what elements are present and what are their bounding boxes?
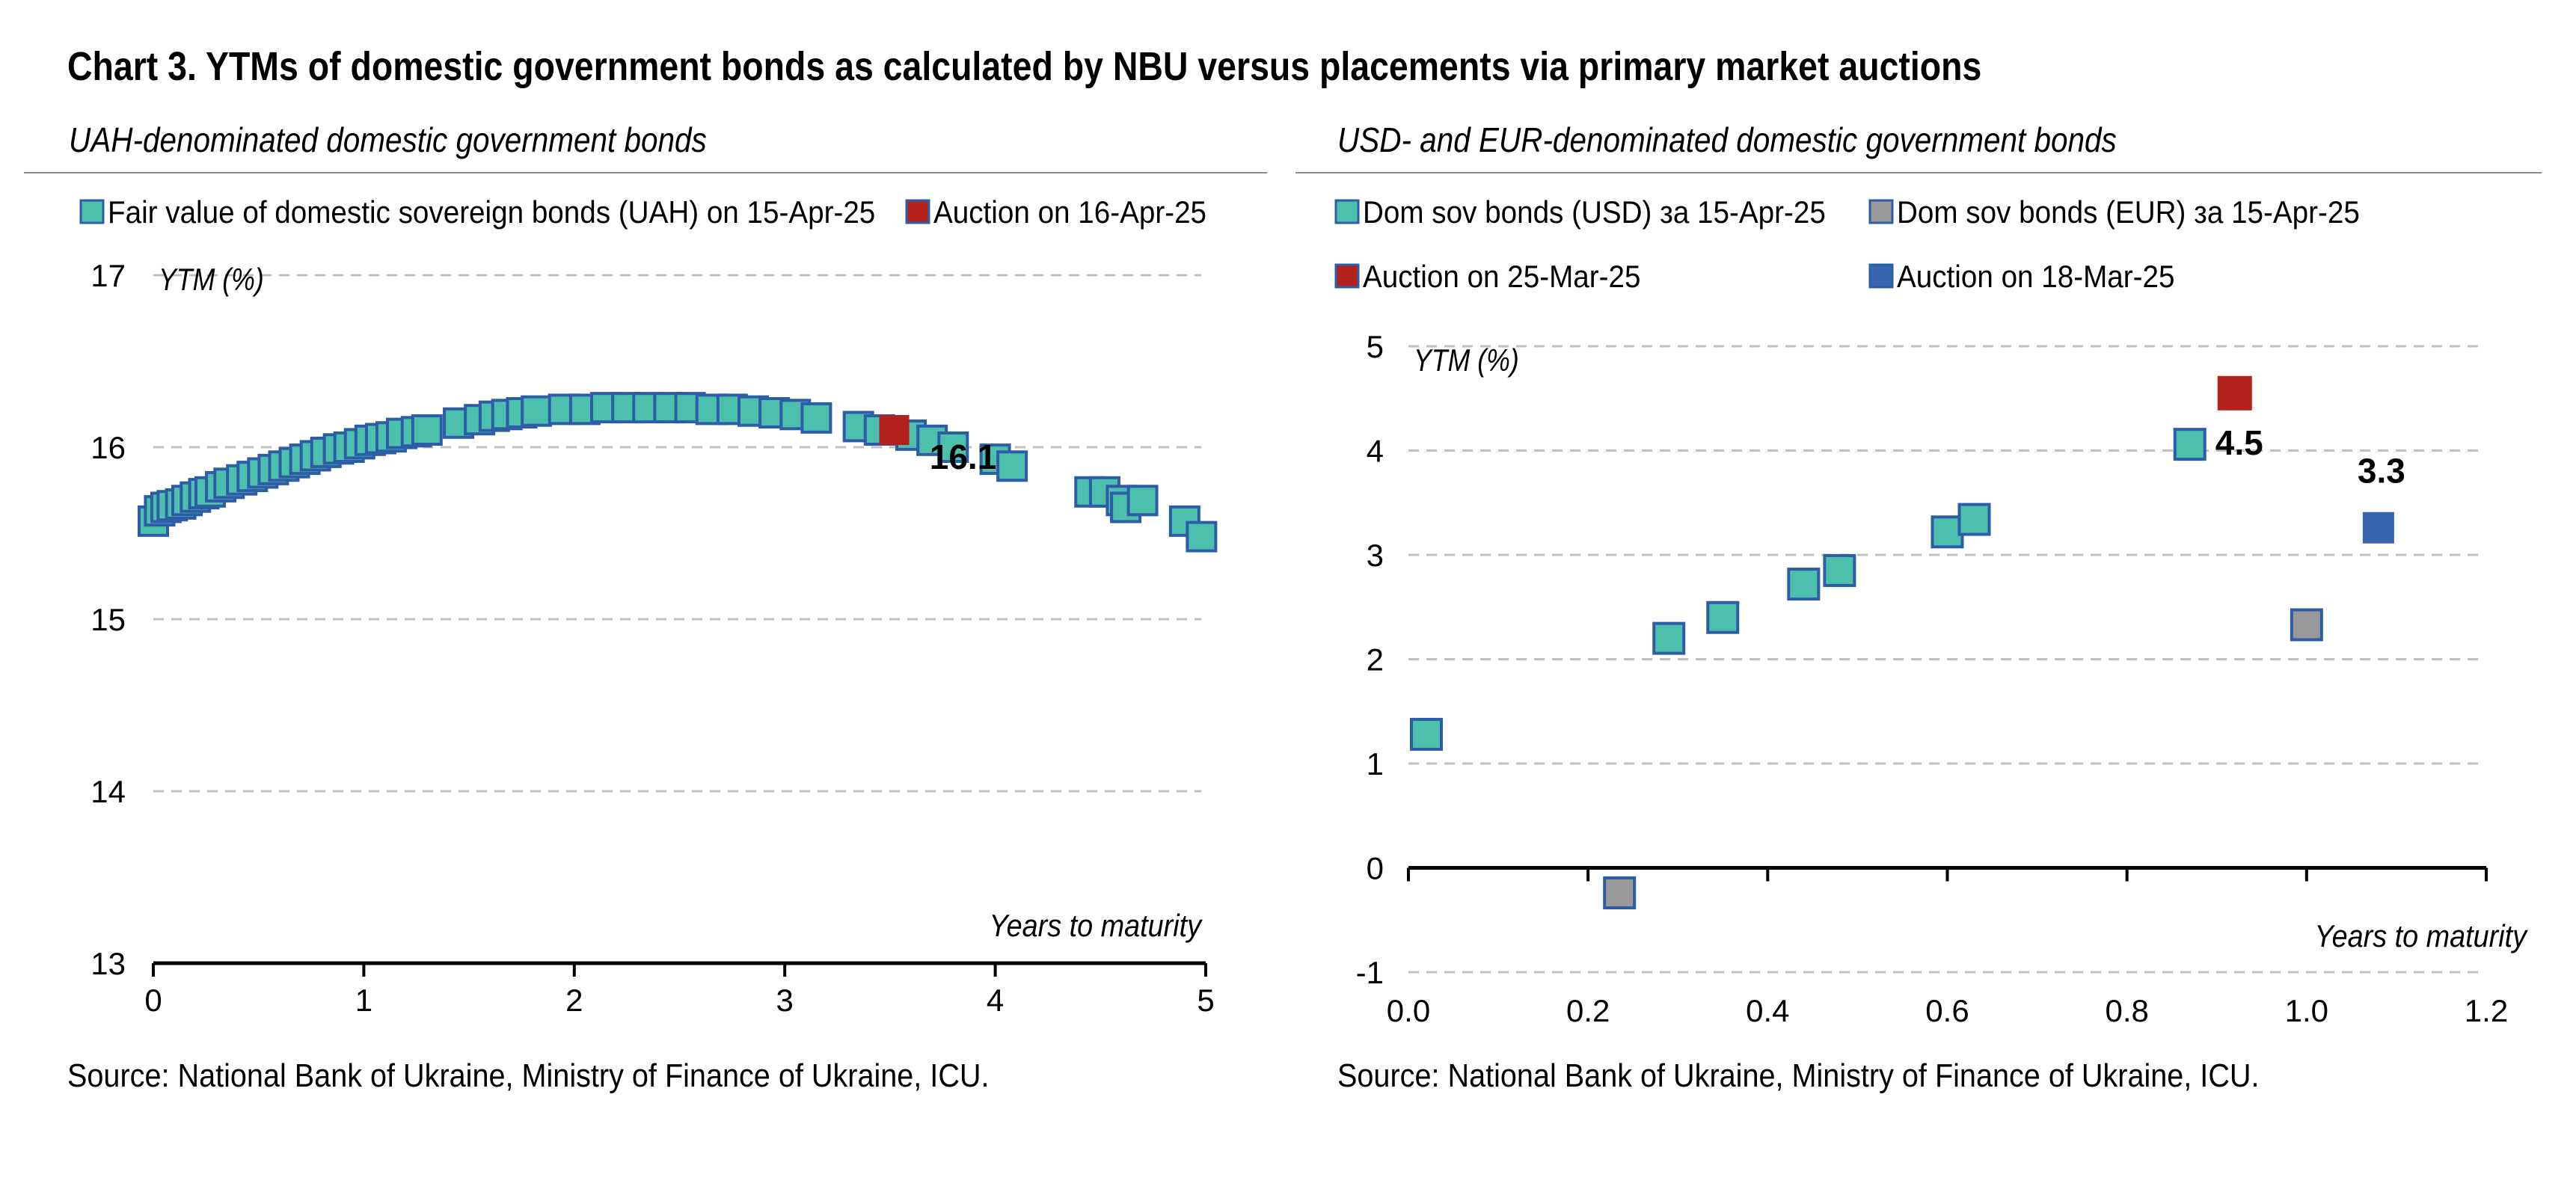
left-chart-source: Source: National Bank of Ukraine, Minist…	[67, 1057, 990, 1094]
y-tick-label: 15	[91, 602, 126, 637]
page-title: Chart 3. YTMs of domestic government bon…	[67, 44, 1982, 89]
data-point	[879, 415, 910, 445]
data-point	[1652, 621, 1686, 655]
y-axis-title: YTM (%)	[1414, 343, 1519, 378]
data-point	[1931, 515, 1964, 549]
legend-label: Auction on 18-Mar-25	[1897, 258, 2174, 294]
x-tick-label: 3	[776, 983, 794, 1018]
data-point	[2173, 428, 2207, 461]
data-point	[1706, 600, 1740, 634]
data-label: 4.5	[2215, 423, 2263, 462]
left-chart-subtitle: UAH-denominated domestic government bond…	[69, 120, 707, 159]
data-point	[1787, 568, 1821, 601]
data-point	[937, 431, 969, 463]
data-point	[1823, 553, 1856, 587]
data-label: 16.1	[930, 437, 997, 476]
data-point	[2217, 375, 2252, 411]
y-tick-label: 5	[1367, 329, 1384, 364]
x-axis-title: Years to maturity	[990, 909, 1203, 943]
legend-label: Dom sov bonds (USD) за 15-Apr-25	[1363, 194, 1826, 230]
legend-label: Fair value of domestic sovereign bonds (…	[108, 194, 875, 230]
data-point	[2290, 608, 2323, 642]
x-tick-label: 0.2	[1566, 993, 1610, 1028]
data-point	[2362, 512, 2394, 544]
x-tick-label: 0.8	[2105, 993, 2148, 1028]
legend-marker	[1334, 263, 1360, 289]
x-axis-title: Years to maturity	[2315, 919, 2528, 953]
data-point	[1126, 485, 1159, 517]
legend-marker	[1868, 263, 1894, 289]
x-tick-label: 1.2	[2465, 993, 2508, 1028]
y-tick-label: 13	[91, 946, 126, 981]
right-chart-source: Source: National Bank of Ukraine, Minist…	[1337, 1057, 2260, 1094]
data-point	[1603, 876, 1637, 909]
y-tick-label: 4	[1367, 434, 1384, 469]
x-tick-label: 0.6	[1925, 993, 1969, 1028]
legend-label: Auction on 16-Apr-25	[933, 194, 1206, 230]
x-tick-label: 0.4	[1746, 993, 1789, 1028]
y-tick-label: 16	[91, 430, 126, 465]
x-tick-label: 1	[355, 983, 372, 1018]
data-point	[411, 414, 443, 446]
data-point	[800, 402, 832, 434]
legend-label: Auction on 25-Mar-25	[1363, 258, 1640, 294]
data-point	[996, 450, 1028, 482]
legend-label: Dom sov bonds (EUR) за 15-Apr-25	[1897, 194, 2360, 230]
x-tick-label: 0	[144, 983, 162, 1018]
y-tick-label: 14	[91, 774, 126, 809]
y-tick-label: 3	[1367, 538, 1384, 573]
data-label: 3.3	[2358, 452, 2405, 491]
y-tick-label: 0	[1367, 851, 1384, 886]
data-point	[1410, 717, 1444, 751]
x-tick-label: 5	[1197, 983, 1214, 1018]
x-tick-label: 2	[565, 983, 583, 1018]
right-chart-divider	[1295, 172, 2542, 173]
right-chart-subtitle: USD- and EUR-denominated domestic govern…	[1337, 120, 2117, 159]
x-tick-label: 1.0	[2285, 993, 2328, 1028]
left-chart-divider	[24, 172, 1267, 173]
legend-marker	[1868, 199, 1894, 224]
y-tick-label: 2	[1367, 642, 1384, 678]
legend-marker	[1334, 199, 1360, 224]
legend-marker	[905, 199, 930, 224]
y-tick-label: -1	[1356, 955, 1384, 990]
data-point	[1957, 503, 1991, 536]
y-tick-label: 1	[1367, 746, 1384, 781]
x-tick-label: 4	[987, 983, 1004, 1018]
legend-marker	[79, 199, 105, 224]
data-point	[1186, 520, 1218, 553]
x-tick-label: 0.0	[1387, 993, 1430, 1028]
y-axis-title: YTM (%)	[159, 262, 264, 297]
y-tick-label: 17	[91, 258, 126, 293]
